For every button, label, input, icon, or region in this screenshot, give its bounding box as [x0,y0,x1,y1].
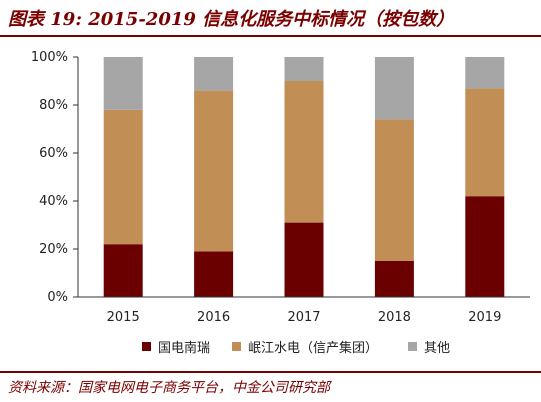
x-tick-label-2019: 2019 [468,310,501,325]
legend-label-minjiang: 岷江水电（信产集团） [248,341,379,356]
bar-2017-series-0 [284,222,324,297]
bar-2015-series-2 [103,57,143,110]
y-tick-label: 40% [39,194,68,209]
x-tick-label-2017: 2017 [287,310,320,325]
y-tick-label: 0% [47,290,68,305]
legend-item-nari: 国电南瑞 [142,337,210,356]
bar-2016-series-2 [194,57,234,91]
source-rule [0,371,541,373]
legend-swatch-minjiang [232,342,241,351]
title-rule [0,35,541,37]
bar-2015-series-0 [103,244,143,297]
bar-2017-series-1 [284,81,324,223]
legend-label-other: 其他 [424,341,451,356]
legend-swatch-other [408,342,417,351]
title-row: 图表 19: 2015-2019 信息化服务中标情况（按包数） [0,0,541,34]
source-note: 资料来源：国家电网电子商务平台，中金公司研究部 [8,380,330,396]
legend: 国电南瑞 岷江水电（信产集团） 其他 [0,337,541,359]
bar-2015-series-1 [103,109,143,245]
legend-item-minjiang: 岷江水电（信产集团） [232,337,378,356]
bar-2018-series-0 [374,261,414,297]
y-tick-label: 80% [39,98,68,113]
x-tick-label-2018: 2018 [378,310,411,325]
bar-2017-series-2 [284,57,324,81]
y-tick-label: 20% [39,242,68,257]
bar-2016-series-0 [194,251,234,297]
chart-title: 图表 19: 2015-2019 信息化服务中标情况（按包数） [8,9,455,30]
bar-2019-series-2 [465,57,505,89]
x-tick-label-2016: 2016 [197,310,230,325]
bar-2019-series-1 [465,88,505,197]
y-tick-label: 100% [31,50,68,65]
legend-swatch-nari [142,342,151,351]
bar-2016-series-1 [194,90,234,252]
bar-2018-series-1 [374,119,414,262]
stacked-bar-chart: 0% 20% 40% 60% 80% 100% 2015 2016 2017 2018 2019 [31,50,530,325]
bar-2018-series-2 [374,57,414,120]
legend-label-nari: 国电南瑞 [158,341,211,356]
legend-item-other: 其他 [408,337,450,356]
bar-2019-series-0 [465,196,505,297]
x-tick-label-2015: 2015 [107,310,140,325]
y-tick-label: 60% [39,146,68,161]
